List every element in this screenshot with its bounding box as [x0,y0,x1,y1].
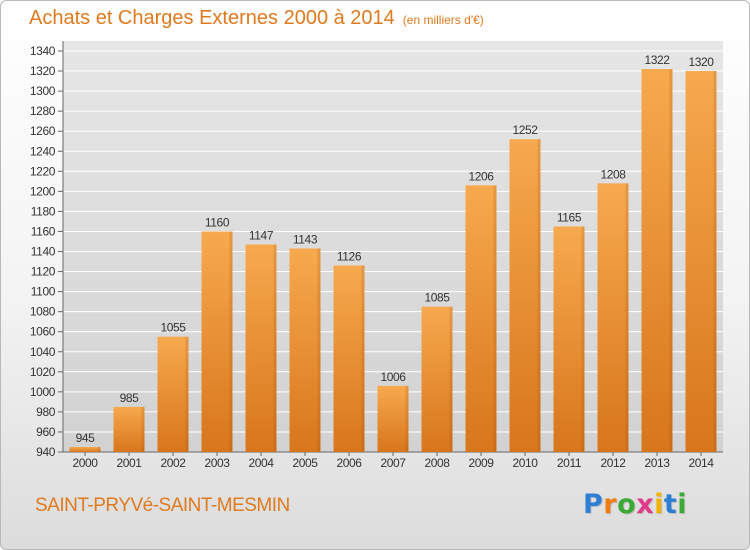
bar [377,385,409,452]
y-tick-label: 1200 [30,184,56,198]
y-tick-label: 1120 [31,265,56,279]
x-tick-label: 2003 [204,456,230,470]
x-tick-label: 2006 [336,456,362,470]
bar-edge [669,69,673,453]
data-label: 1165 [557,210,582,224]
bar-edge [449,306,453,452]
y-tick-label: 1260 [30,124,56,138]
bar-edge [141,406,145,452]
y-tick-label: 980 [36,405,56,419]
data-label: 1206 [468,169,494,183]
x-tick-label: 2002 [160,456,186,470]
chart-title-text: Achats et Charges Externes 2000 à 2014 [29,7,395,29]
data-label: 985 [120,391,140,405]
bars [69,69,717,453]
x-tick-label: 2012 [600,456,626,470]
y-tick-label: 1080 [30,305,56,319]
x-tick-label: 2011 [557,456,582,470]
y-tick-label: 1000 [30,385,56,399]
bar [245,244,277,452]
x-axis: 2000 2001 2002 2003 2004 2005 2006 2007 2008 2009… [72,452,715,470]
bar [553,226,585,452]
bar [289,248,321,452]
y-axis: 940 960 980 1000 1020 1040 1060 1080 1100 1120 114… [30,41,723,459]
bar-edge [185,336,189,452]
y-tick-label: 940 [36,445,56,459]
y-tick-label: 1340 [30,44,56,58]
chart-title: Achats et Charges Externes 2000 à 2014 (e… [29,7,484,30]
logo-letter: r [603,489,618,520]
y-tick-label: 1040 [30,345,56,359]
data-label: 1085 [424,291,450,305]
logo-letter: x [636,489,655,520]
data-label: 1252 [512,123,538,137]
bar [333,265,365,452]
y-tick-label: 960 [36,425,56,439]
data-label: 1147 [249,228,274,242]
x-tick-label: 2009 [468,456,494,470]
logo-letter: o [617,489,637,520]
logo-letter: P [583,489,604,520]
y-tick-label: 1320 [30,64,56,78]
y-tick-label: 1300 [30,84,56,98]
bar [509,139,541,452]
y-tick-label: 1240 [30,144,56,158]
y-tick-label: 1060 [30,325,56,339]
bar [421,306,453,452]
x-tick-label: 2005 [292,456,318,470]
logo-letter: i [654,489,664,520]
bar-edge [625,183,629,452]
bar [465,185,497,452]
bar [69,446,101,452]
y-tick-label: 1220 [30,164,56,178]
x-tick-label: 2008 [424,456,450,470]
data-labels: 945 985 1055 1160 1147 1143 1126 1006 1085 1206 12… [76,53,715,445]
bar-edge [537,139,541,452]
bar [685,71,717,453]
bar-edge [713,71,717,453]
data-label: 1160 [205,215,230,229]
y-tick-label: 1100 [31,285,56,299]
x-tick-label: 2001 [116,456,142,470]
logo-letter: t [663,489,678,520]
x-tick-label: 2010 [512,456,538,470]
data-label: 1320 [688,55,714,69]
logo-letter: i [677,489,688,520]
bar [157,336,189,452]
bar [641,69,673,453]
data-label: 1055 [160,321,186,335]
bar-edge [229,231,233,452]
data-label: 1208 [600,167,626,181]
bar-edge [317,248,321,452]
x-tick-label: 2004 [248,456,274,470]
y-tick-label: 1160 [31,224,56,238]
data-label: 1006 [380,370,406,384]
y-tick-label: 1140 [31,245,56,259]
bar-edge [581,226,585,452]
bar [597,183,629,452]
chart-title-unit: (en milliers d'€) [402,13,484,27]
y-tick-label: 1020 [30,365,56,379]
bar-edge [493,185,497,452]
bar-edge [405,385,409,452]
commune-name: SAINT-PRYVé-SAINT-MESMIN [35,495,290,516]
proxiti-logo: Proxiti [583,489,687,525]
bar-edge [97,446,101,452]
data-label: 1143 [293,232,318,246]
data-label: 1126 [337,250,362,264]
x-tick-label: 2000 [72,456,98,470]
x-tick-label: 2013 [644,456,670,470]
bar-edge [273,244,277,452]
bar [201,231,233,452]
y-tick-label: 1180 [31,204,56,218]
bar-edge [361,265,365,452]
x-tick-label: 2007 [380,456,406,470]
data-label: 1322 [644,53,670,67]
data-label: 945 [76,431,96,445]
x-tick-label: 2014 [688,456,714,470]
bar [113,406,145,452]
y-tick-label: 1280 [30,104,56,118]
